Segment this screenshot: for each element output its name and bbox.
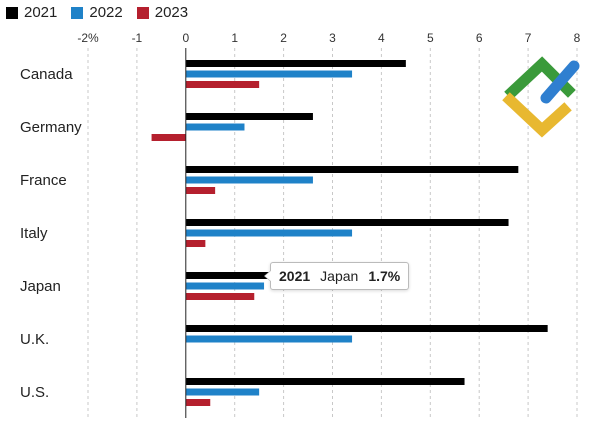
x-tick-label: 0 (182, 31, 189, 45)
legend-item-2023: 2023 (136, 4, 189, 22)
category-label: U.S. (20, 384, 49, 401)
category-label: France (20, 172, 67, 189)
bar-2021-Italy (185, 219, 509, 226)
x-tick-label: 6 (476, 31, 483, 45)
legend-swatch (6, 7, 18, 19)
bar-2021-U.S. (185, 378, 465, 385)
x-tick-label: 3 (329, 31, 336, 45)
bar-2021-U.K. (185, 325, 548, 332)
bar-2022-Germany (185, 123, 245, 131)
legend-item-2021: 2021 (6, 4, 57, 22)
legend-label: 2022 (89, 4, 123, 21)
bar-2022-U.K. (185, 335, 353, 343)
category-label: Japan (20, 278, 61, 295)
bar-2023-U.S. (185, 399, 211, 406)
x-tick-label: 1 (231, 31, 238, 45)
tooltip-value: 1.7% (368, 268, 401, 284)
bar-2022-Canada (185, 70, 353, 78)
data-tooltip: 2021 Japan 1.7% (263, 262, 410, 290)
x-tick-label: -2% (77, 31, 99, 45)
legend-label: 2023 (154, 4, 189, 21)
bar-2021-France (185, 166, 519, 173)
bar-2022-U.S. (185, 388, 260, 396)
x-tick-label: 8 (574, 31, 581, 45)
bar-2021-Canada (185, 60, 406, 67)
bar-2021-Japan (185, 272, 269, 279)
category-label: Germany (20, 119, 82, 136)
x-tick-label: -1 (132, 31, 143, 45)
category-label: Italy (20, 225, 48, 242)
category-label: Canada (20, 66, 73, 83)
tooltip-year: 2021 (279, 268, 311, 284)
bar-2023-Japan (185, 293, 255, 300)
x-tick-label: 7 (525, 31, 532, 45)
legend-swatch (71, 7, 84, 19)
bar-2022-Italy (185, 229, 353, 237)
legend-item-2022: 2022 (71, 4, 123, 22)
x-tick-label: 5 (427, 31, 434, 45)
tooltip-country: Japan (320, 268, 359, 284)
x-tick-label: 2 (280, 31, 287, 45)
legend-label: 2021 (24, 4, 58, 21)
x-tick-label: 4 (378, 31, 385, 45)
category-label: U.K. (20, 331, 49, 348)
bar-2023-France (185, 187, 216, 194)
bar-2022-Japan (185, 282, 265, 290)
bar-2021-Germany (185, 113, 313, 120)
legend: 2021 2022 2023 (6, 4, 188, 22)
brand-logo-icon (502, 56, 580, 138)
legend-swatch (136, 7, 149, 19)
bar-2023-Canada (185, 81, 260, 88)
bar-2022-France (185, 176, 313, 184)
bar-2023-Germany (151, 134, 186, 141)
bar-2023-Italy (185, 240, 206, 247)
